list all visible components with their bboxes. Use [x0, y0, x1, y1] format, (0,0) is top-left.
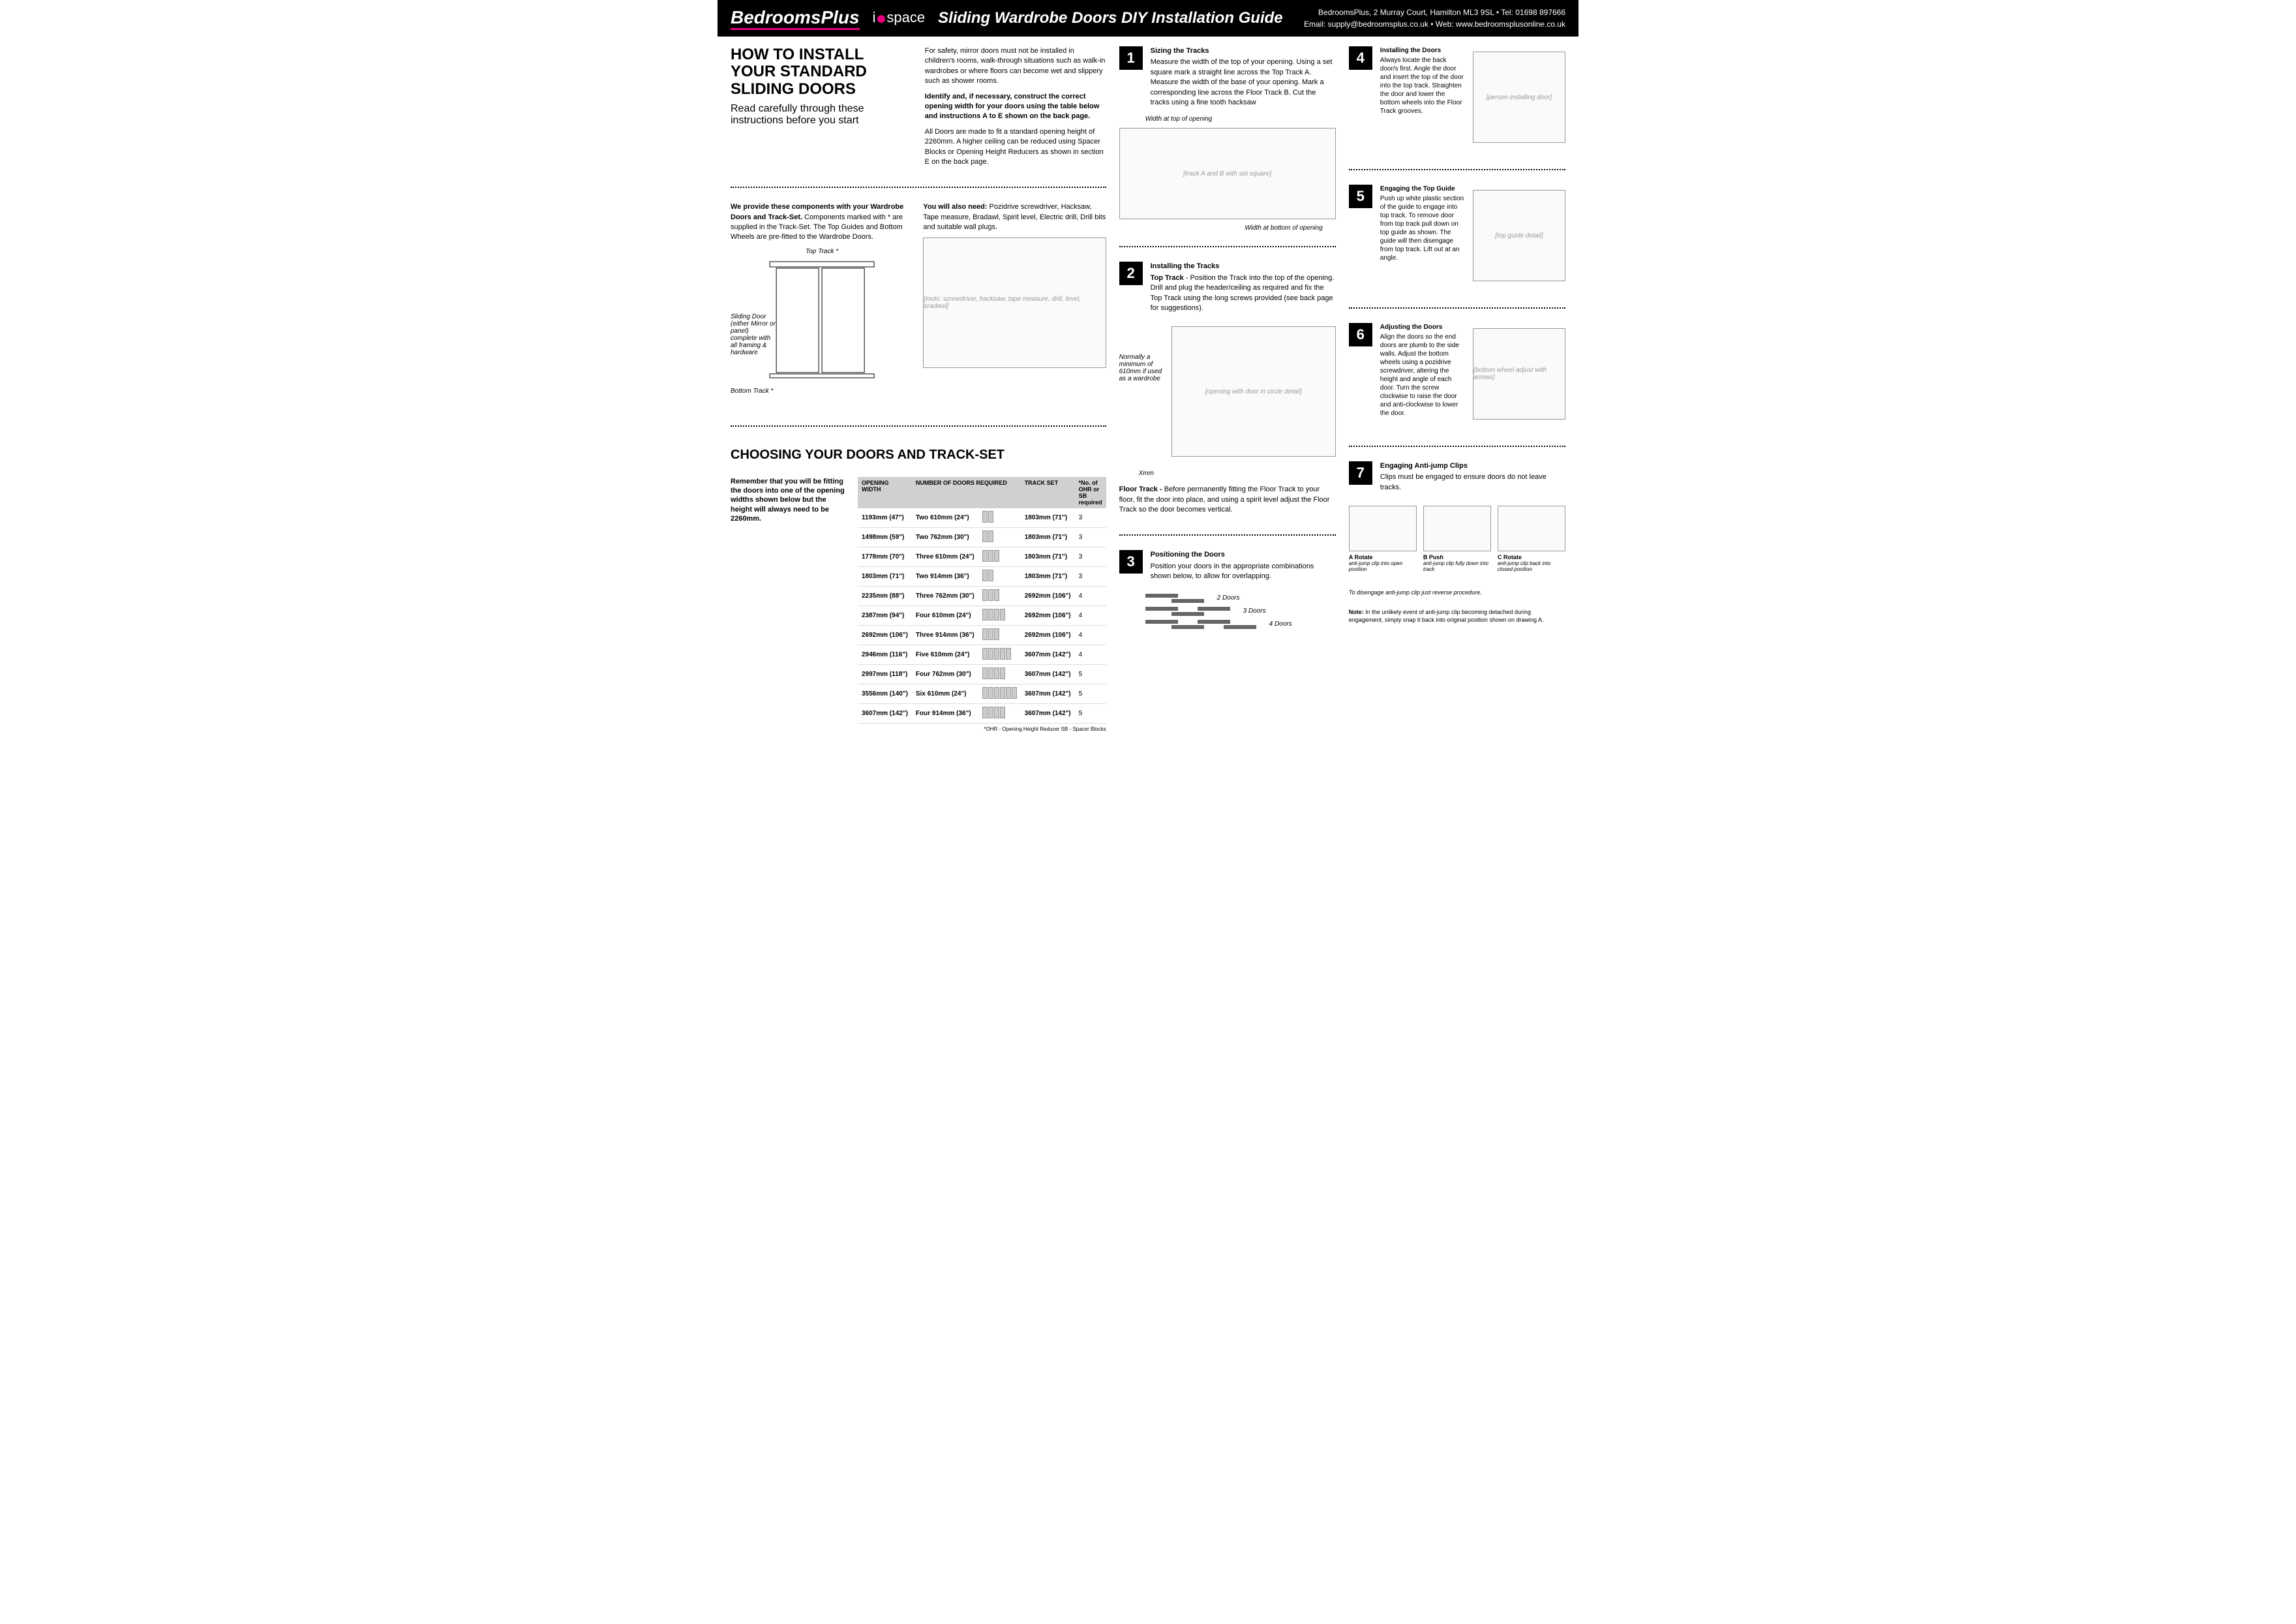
table-row: 1498mm (59")Two 762mm (30")1803mm (71")3	[858, 527, 1106, 547]
clip-b-diagram	[1423, 506, 1491, 551]
clips-row: A Rotate anti-jump clip into open positi…	[1349, 506, 1565, 572]
tools-image: [tools: screwdriver, hacksaw, tape measu…	[923, 237, 1106, 368]
table-footnote: *OHR - Opening Height Reducer SB - Space…	[731, 726, 1106, 732]
clip-a-diagram	[1349, 506, 1417, 551]
step-4: 4 Installing the Doors Always locate the…	[1349, 46, 1565, 148]
table-row: 2235mm (88")Three 762mm (30")2692mm (106…	[858, 586, 1106, 605]
step-1: 1 Sizing the Tracks Measure the width of…	[1119, 46, 1336, 108]
identify-para: Identify and, if necessary, construct th…	[925, 92, 1106, 122]
table-row: 3607mm (142")Four 914mm (36")3607mm (142…	[858, 703, 1106, 723]
final-note: Note: In the unlikely event of anti-jump…	[1349, 609, 1565, 624]
choosing-intro: Remember that you will be fitting the do…	[731, 477, 848, 523]
overlap-diagrams: 2 Doors 3 Doors 4 Doors	[1119, 590, 1336, 633]
table-row: 2387mm (94")Four 610mm (24")2692mm (106"…	[858, 605, 1106, 625]
wardrobe-diagram: Top Track * Bottom Track * Sliding Door …	[731, 248, 913, 411]
table-row: 3556mm (140")Six 610mm (24")3607mm (142"…	[858, 684, 1106, 703]
alldoors-para: All Doors are made to fit a standard ope…	[925, 127, 1106, 168]
step-2: 2 Installing the Tracks Top Track - Posi…	[1119, 262, 1336, 313]
tools-para: You will also need: Pozidrive screwdrive…	[923, 202, 1106, 232]
main-title: HOW TO INSTALL YOUR STANDARD SLIDING DOO…	[731, 46, 912, 98]
step-3: 3 Positioning the Doors Position your do…	[1119, 550, 1336, 581]
logo-ispace: i●space	[873, 8, 926, 29]
table-row: 1778mm (70")Three 610mm (24")1803mm (71"…	[858, 547, 1106, 566]
step6-diagram: [bottom wheel adjust with arrows]	[1473, 328, 1565, 420]
table-row: 1803mm (71")Two 914mm (36")1803mm (71")3	[858, 566, 1106, 586]
step-5: 5 Engaging the Top Guide Push up white p…	[1349, 185, 1565, 286]
step1-diagram: [track A and B with set square]	[1119, 128, 1336, 219]
table-row: 2946mm (116")Five 610mm (24")3607mm (142…	[858, 645, 1106, 664]
step5-diagram: [top guide detail]	[1473, 190, 1565, 281]
door-track-table: OPENING WIDTH NUMBER OF DOORS REQUIRED T…	[858, 477, 1106, 724]
column-middle: 1 Sizing the Tracks Measure the width of…	[1119, 46, 1336, 732]
safety-para: For safety, mirror doors must not be ins…	[925, 46, 1106, 87]
logo-bedroomsplus: BedroomsPlus	[731, 7, 860, 30]
header-title: Sliding Wardrobe Doors DIY Installation …	[938, 9, 1291, 27]
clip-c-diagram	[1498, 506, 1565, 551]
step2-diagram: [opening with door in circle detail]	[1171, 326, 1336, 457]
column-right: 4 Installing the Doors Always locate the…	[1349, 46, 1565, 732]
subtitle: Read carefully through these instruction…	[731, 103, 912, 127]
header-bar: BedroomsPlus i●space Sliding Wardrobe Do…	[718, 0, 1578, 37]
choosing-title: CHOOSING YOUR DOORS AND TRACK-SET	[731, 448, 1106, 463]
table-row: 1193mm (47")Two 610mm (24")1803mm (71")3	[858, 508, 1106, 528]
step4-diagram: [person installing door]	[1473, 52, 1565, 143]
header-contact: BedroomsPlus, 2 Murray Court, Hamilton M…	[1304, 7, 1565, 30]
components-para: We provide these components with your Wa…	[731, 202, 913, 243]
step-7: 7 Engaging Anti-jump Clips Clips must be…	[1349, 461, 1565, 493]
disengage-note: To disengage anti-jump clip just reverse…	[1349, 589, 1565, 597]
table-row: 2997mm (118")Four 762mm (30")3607mm (142…	[858, 664, 1106, 684]
step-6: 6 Adjusting the Doors Align the doors so…	[1349, 323, 1565, 425]
table-row: 2692mm (106")Three 914mm (36")2692mm (10…	[858, 625, 1106, 645]
column-left: HOW TO INSTALL YOUR STANDARD SLIDING DOO…	[731, 46, 1106, 732]
floor-track-para: Floor Track - Before permanently fitting…	[1119, 485, 1336, 515]
